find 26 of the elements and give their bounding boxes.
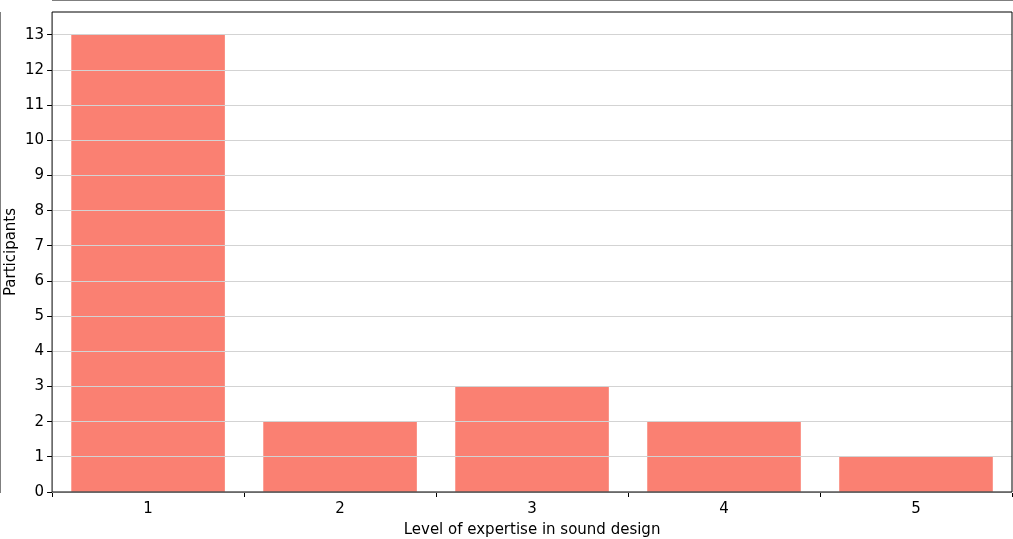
x-tick-label: 1 — [143, 498, 153, 517]
y-tick-label: 9 — [34, 165, 45, 184]
x-tick-label: 4 — [719, 498, 729, 517]
y-tick-label: 0 — [34, 481, 45, 500]
y-tick-label: 3 — [34, 376, 45, 395]
x-tick-label: 2 — [335, 498, 345, 517]
y-tick-label: 1 — [34, 446, 45, 465]
y-tick-label: 2 — [34, 411, 45, 430]
x-tick-label: 5 — [911, 498, 921, 517]
y-axis-title: Participants — [0, 207, 19, 297]
x-tick-label: 3 — [527, 498, 537, 517]
y-tick-label: 7 — [34, 235, 45, 254]
y-tick-label: 4 — [34, 341, 45, 360]
bar — [71, 34, 225, 492]
y-tick-label: 11 — [24, 95, 45, 114]
y-tick-label: 6 — [34, 270, 45, 289]
bar — [647, 421, 801, 492]
x-axis-title: Level of expertise in sound design — [403, 519, 661, 538]
y-tick-label: 8 — [34, 200, 45, 219]
bar — [839, 456, 993, 492]
y-tick-label: 12 — [24, 59, 45, 78]
bar — [455, 386, 609, 492]
y-tick-label: 13 — [24, 24, 45, 43]
bar — [263, 421, 417, 492]
y-tick-label: 10 — [24, 130, 45, 149]
y-tick-label: 5 — [34, 306, 45, 325]
